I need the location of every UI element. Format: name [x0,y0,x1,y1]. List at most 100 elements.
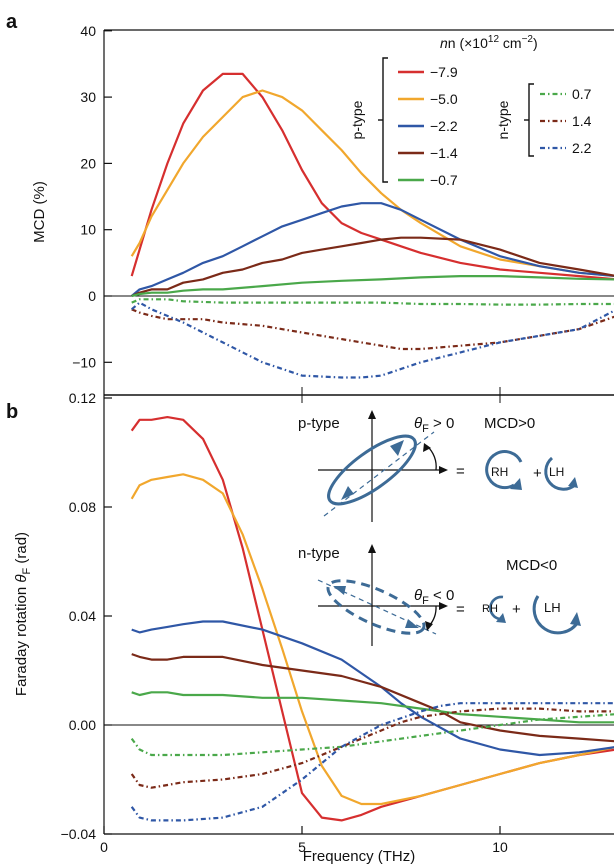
schematic-n-yaxis-arrow [368,544,376,553]
series-line-b [131,653,614,743]
series-line-a [130,202,614,297]
schematic-theta-neg: θF < 0 [414,587,454,607]
schematic-p-rh-label: RH [491,465,508,479]
legend: nn (×1012 cm−2) p-type −7.9−5.0−2.2−1.4−… [349,34,592,188]
legend-n-label: n-type [495,100,511,139]
schematic-ntype-label: n-type [298,545,340,562]
panel-a-axes [103,29,614,396]
schematic-ptype-label: p-type [298,415,340,432]
schematic-p-equals: = [456,463,465,480]
schematic-n-lh-circle [532,595,580,635]
panel-label-b: b [6,401,18,423]
schematic-mcd-pos: MCD>0 [484,415,535,432]
xtick-label: 10 [492,839,508,855]
legend-entry-label: −0.7 [430,172,458,188]
legend-title: nn (×1012 cm−2) [440,34,538,51]
schematic-p-lh-arrow [568,477,578,488]
ylabel-sub: F [21,568,33,575]
schematic-n-ellipse [326,579,426,635]
legend-p-label: p-type [349,100,365,139]
ylabel-unit: (rad) [13,532,30,568]
legend-n-entries: 0.7 1.4 2.2 [540,86,592,156]
ytick-label: 20 [80,155,96,171]
schematic-n-rh: RH [482,595,506,623]
legend-entry-label: −1.4 [430,145,458,161]
schematic-n-rh-arrow [496,613,506,623]
panel-a-yticks: −10 0 10 20 30 40 [72,23,112,370]
legend-entry-label: 0.7 [572,86,592,102]
schematic-p-theta-arc-head [423,443,431,452]
series-line-a [131,236,614,298]
schematic-p-lh: LH [544,456,578,491]
series-line-a [131,308,614,351]
ytick-label: −0.04 [61,826,97,842]
panel-b-axes [103,395,614,835]
panel-b-series [130,416,614,822]
schematic: p-type θF > 0 MCD>0 = RH + LH n-type [298,410,581,646]
schematic-p-lh-label: LH [549,465,564,479]
schematic-n-lh-arrow [570,612,581,626]
series-line-a [130,72,614,281]
legend-n-bracket [528,83,534,157]
ytick-label: 0.12 [69,390,96,406]
panel-b-yticks: −0.04 0.00 0.04 0.08 0.12 [61,390,112,842]
series-line-a [131,275,614,298]
series-line-b [131,620,614,757]
schematic-n-rh-circle [489,595,504,621]
ytick-label: 0.00 [69,717,96,733]
series-line-b [130,473,614,806]
legend-entry-label: 1.4 [572,113,592,129]
schematic-n-xaxis-arrow [439,602,448,610]
ytick-label: 0 [88,288,96,304]
panel-b-ylabel: Faraday rotation θF (rad) [13,532,33,696]
series-line-b [130,713,614,757]
xtick-label: 5 [298,839,306,855]
schematic-n-ellipse-arrow-down [405,619,419,628]
legend-entry-label: 2.2 [572,140,592,156]
ytick-label: −10 [72,354,96,370]
schematic-p-yaxis-arrow [368,410,376,419]
series-line-a [131,298,614,306]
panel-b-xticks: 0 5 10 [100,826,508,855]
ylabel-part1: Faraday rotation [13,583,30,696]
schematic-p-rh-arrow [510,478,522,490]
panel-a-ylabel: MCD (%) [31,181,48,243]
legend-entry-label: −7.9 [430,64,458,80]
schematic-n-lh: LH [532,595,581,635]
schematic-n-theta-arc-head [425,621,433,631]
schematic-p-ellipse-arrow-up [390,440,404,456]
legend-entry-label: −5.0 [430,91,458,107]
ylabel-theta: θ [13,575,30,583]
schematic-p-ellipse-arrow-down [341,486,354,500]
schematic-n-rh-label: RH [482,603,498,615]
series-line-b [130,702,614,822]
schematic-theta-pos: θF > 0 [414,415,454,435]
series-line-b [131,691,614,724]
ytick-label: 10 [80,222,96,238]
schematic-p-rh-circle [485,450,523,490]
panel-label-a: a [6,11,18,33]
schematic-n-plus: + [512,601,521,618]
ytick-label: 40 [80,23,96,39]
ytick-label: 0.08 [69,499,96,515]
ytick-label: 0.04 [69,608,96,624]
schematic-p-rh: RH [485,450,523,490]
schematic-p-lh-circle [544,456,576,491]
schematic-n-ellipse-arrow-up [333,586,346,595]
legend-p-entries: −7.9 −5.0 −2.2 −1.4 −0.7 [398,64,458,188]
ytick-label: 30 [80,89,96,105]
series-line-a [130,301,614,379]
schematic-p-xaxis-arrow [439,466,448,474]
schematic-mcd-neg: MCD<0 [506,557,557,574]
legend-p-bracket [382,57,388,183]
schematic-p-plus: + [533,465,542,482]
xtick-label: 0 [100,839,108,855]
panel-b-xlabel: Frequency (THz) [303,848,416,865]
panel-a-series [130,72,614,379]
series-line-a [130,89,614,277]
schematic-n-lh-label: LH [544,600,561,615]
schematic-p-theta-arc [426,445,437,471]
schematic-p-ellipse [327,434,417,506]
legend-entry-label: −2.2 [430,118,458,134]
